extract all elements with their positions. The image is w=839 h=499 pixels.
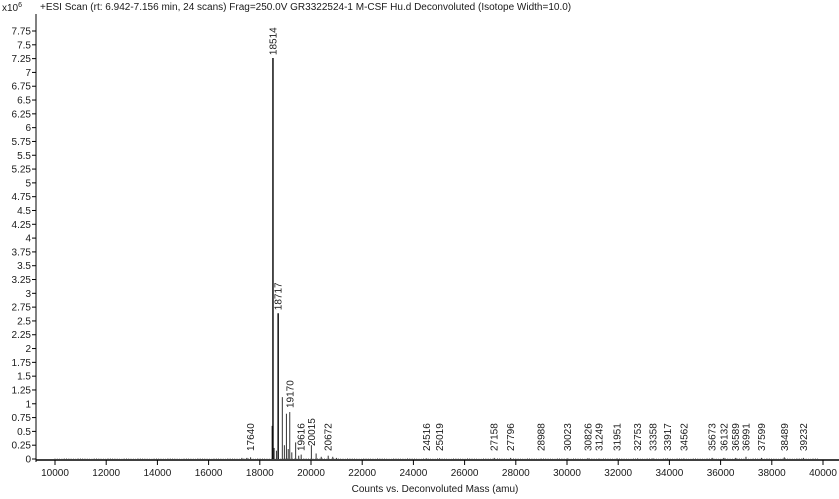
peak-label: 31951 xyxy=(612,423,623,451)
peak-label: 38489 xyxy=(780,423,791,451)
y-multiplier: x106 xyxy=(2,2,22,14)
y-tick-label: 4.75 xyxy=(12,192,32,203)
peak-label: 25019 xyxy=(435,423,446,451)
spectrum-peaks xyxy=(54,58,819,459)
x-tick-label: 24000 xyxy=(399,468,427,479)
peak-label: 36132 xyxy=(719,423,730,451)
y-tick-label: 1.5 xyxy=(17,372,31,383)
y-tick-label: 1 xyxy=(25,399,31,410)
x-tick-label: 16000 xyxy=(195,468,223,479)
peak-label: 18514 xyxy=(268,27,279,55)
peak-label: 30826 xyxy=(584,423,595,451)
y-tick-label: 6.75 xyxy=(12,82,32,93)
y-tick-label: 0.75 xyxy=(12,413,32,424)
peak-label: 33358 xyxy=(648,423,659,451)
y-tick-label: 5 xyxy=(25,178,31,189)
y-tick-label: 5.25 xyxy=(12,165,32,176)
y-tick-label: 1.25 xyxy=(12,385,32,396)
peak-label: 36991 xyxy=(741,423,752,451)
x-tick-label: 28000 xyxy=(502,468,530,479)
y-tick-label: 2 xyxy=(25,344,31,355)
y-tick-label: 0.25 xyxy=(12,441,32,452)
peak-label: 19170 xyxy=(285,380,296,408)
x-tick-label: 36000 xyxy=(707,468,735,479)
x-tick-label: 22000 xyxy=(348,468,376,479)
y-tick-label: 6.25 xyxy=(12,109,32,120)
y-tick-label: 0.5 xyxy=(17,427,31,438)
peak-label: 34562 xyxy=(679,423,690,451)
y-tick-label: 6.5 xyxy=(17,96,31,107)
peak-label: 37599 xyxy=(757,423,768,451)
y-tick-label: 4.25 xyxy=(12,220,32,231)
peak-label: 32753 xyxy=(633,423,644,451)
peak-labels: 17640 18514 18717 19170 19616 20015 20672 24516… xyxy=(246,27,810,451)
peak-label: 27158 xyxy=(490,423,501,451)
y-tick-label: 3.75 xyxy=(12,247,32,258)
y-tick-label: 1.75 xyxy=(12,358,32,369)
y-tick-label: 2.25 xyxy=(12,330,32,341)
peak-label: 33917 xyxy=(663,423,674,451)
y-tick-label: 3 xyxy=(25,289,31,300)
peak-label: 36589 xyxy=(731,423,742,451)
y-tick-label: 5.75 xyxy=(12,137,32,148)
peak-label: 17640 xyxy=(246,423,257,451)
peak-label: 30023 xyxy=(563,423,574,451)
x-tick-label: 10000 xyxy=(41,468,69,479)
peak-label: 18717 xyxy=(274,282,285,310)
x-axis-title: Counts vs. Deconvoluted Mass (amu) xyxy=(352,484,519,495)
x-tick-label: 14000 xyxy=(143,468,171,479)
peak-label: 28988 xyxy=(537,423,548,451)
x-tick-label: 38000 xyxy=(758,468,786,479)
x-tick-label: 20000 xyxy=(297,468,325,479)
peak-label: 20672 xyxy=(324,423,335,451)
peak-label: 39232 xyxy=(799,423,810,451)
x-tick-label: 40000 xyxy=(809,468,837,479)
y-tick-label: 7.75 xyxy=(12,27,32,38)
header: x106 +ESI Scan (rt: 6.942-7.156 min, 24 … xyxy=(2,2,571,14)
x-tick-label: 18000 xyxy=(246,468,274,479)
y-tick-label: 4 xyxy=(25,234,31,245)
x-axis: 10000 12000 14000 16000 18000 20000 22000 24000… xyxy=(36,459,839,479)
peak-label: 35673 xyxy=(708,423,719,451)
y-tick-label: 6 xyxy=(25,123,31,134)
y-tick-label: 3.25 xyxy=(12,275,32,286)
y-tick-label: 2.75 xyxy=(12,303,32,314)
peak-label: 31249 xyxy=(594,423,605,451)
peak-label: 20015 xyxy=(307,418,318,446)
y-tick-label: 2.5 xyxy=(17,316,31,327)
peak-label: 24516 xyxy=(422,423,433,451)
x-tick-label: 34000 xyxy=(655,468,683,479)
x-tick-label: 26000 xyxy=(451,468,479,479)
chart-title: +ESI Scan (rt: 6.942-7.156 min, 24 scans… xyxy=(40,2,571,13)
y-tick-label: 5.5 xyxy=(17,151,31,162)
y-axis: 0 0.25 0.5 0.75 1 1.25 1.5 1.75 2 2.25 2.5 2.75 3 3.2… xyxy=(12,14,37,466)
y-tick-label: 7.25 xyxy=(12,54,32,65)
peak-label: 27796 xyxy=(506,423,517,451)
x-tick-label: 30000 xyxy=(553,468,581,479)
x-tick-label: 12000 xyxy=(92,468,120,479)
y-tick-label: 3.5 xyxy=(17,261,31,272)
y-tick-label: 4.5 xyxy=(17,206,31,217)
y-tick-label: 7.5 xyxy=(17,40,31,51)
x-tick-label: 32000 xyxy=(604,468,632,479)
y-tick-label: 7 xyxy=(25,68,31,79)
y-tick-label: 0 xyxy=(25,455,31,466)
peak-label: 19616 xyxy=(297,423,308,451)
